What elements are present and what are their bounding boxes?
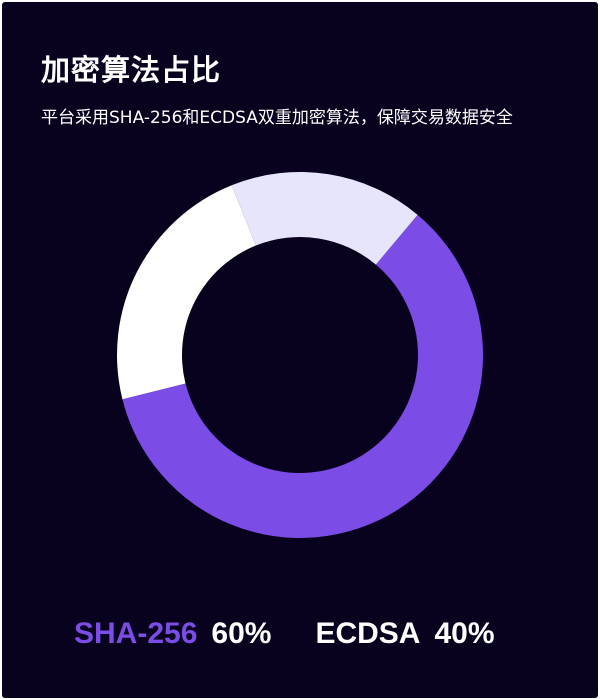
legend: SHA-256 60% ECDSA 40% [74,612,495,656]
legend-label-ecdsa: ECDSA [315,617,421,650]
legend-item-sha256: SHA-256 60% [74,617,271,651]
slice-ecdsa-tint [231,172,418,265]
legend-value-sha256: 60% [211,617,272,650]
legend-value-ecdsa: 40% [434,617,495,650]
chart-subtitle: 平台采用SHA-256和ECDSA双重加密算法，保障交易数据安全 [41,108,513,128]
chart-title: 加密算法占比 [41,53,222,87]
slice-ecdsa [117,185,256,400]
legend-label-sha256: SHA-256 [74,617,198,650]
legend-item-ecdsa: ECDSA 40% [315,617,494,651]
slice-sha256 [122,214,483,538]
